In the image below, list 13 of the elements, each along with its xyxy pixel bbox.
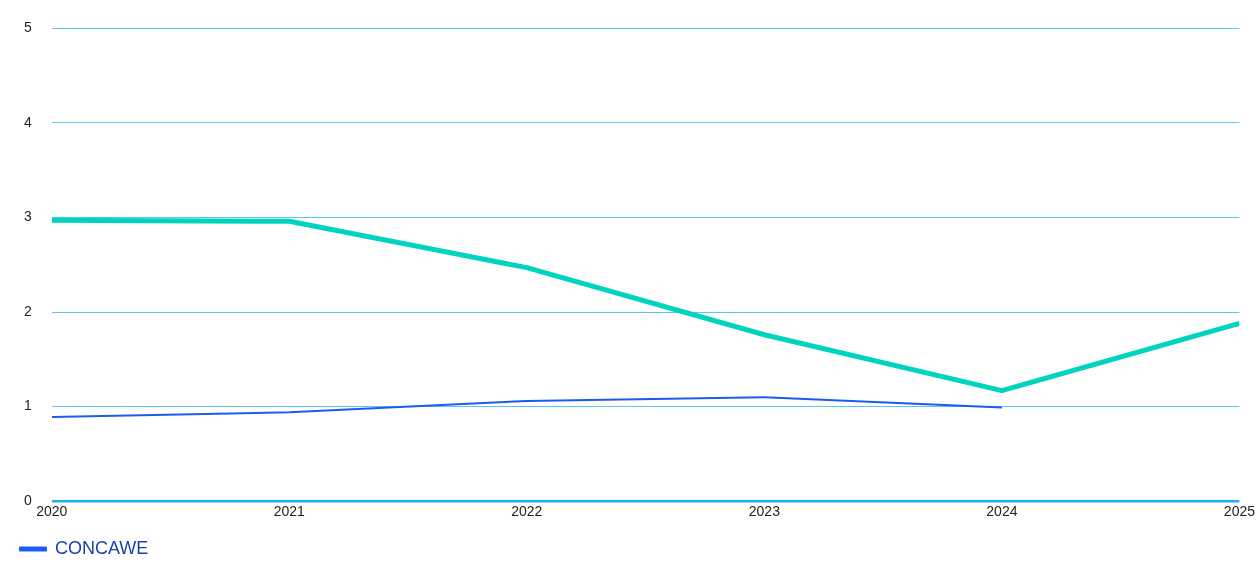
legend-label: CONCAWE [55,537,149,558]
y-tick-label: 1 [23,397,32,414]
x-tick-label: 2020 [36,503,68,520]
y-tick-label: 4 [23,113,32,130]
x-tick-label: 2024 [986,503,1018,520]
y-tick-label: 3 [23,208,32,225]
x-tick-label: 2023 [748,503,781,520]
x-tick-label: 2021 [273,503,306,520]
y-tick-label: 2 [23,302,32,319]
y-tick-label: 0 [23,492,32,509]
x-tick-label: 2025 [1223,503,1256,520]
x-tick-label: 2022 [511,503,543,520]
y-tick-label: 5 [23,19,32,36]
